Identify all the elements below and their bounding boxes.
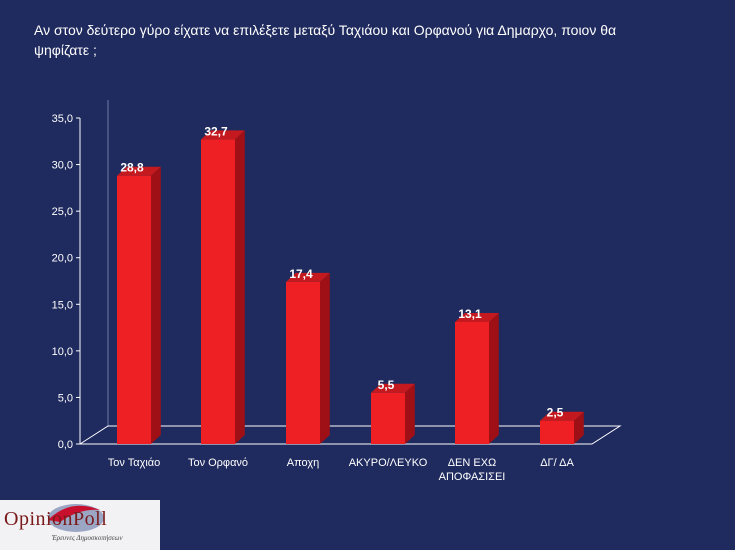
logo-swoosh-icon: [48, 504, 104, 532]
bar: [371, 392, 405, 444]
bar-chart: 0,0 5,0 10,0 15,0 20,0 25,0 30,0 35,0 28,8 Τον Τα…: [52, 100, 622, 483]
opinionpoll-logo: OpinionPoll Έρευνες Δημοσκοπήσεων: [0, 500, 160, 550]
bar: [286, 281, 320, 444]
bar-side: [320, 272, 330, 444]
bar-top: [201, 130, 245, 140]
x-tick-label: ΑΚΥΡΟ/ΛΕΥΚΟ: [349, 457, 428, 469]
bar-top: [286, 272, 330, 282]
y-tick-label: 30,0: [52, 160, 73, 172]
x-tick-label: ΔΕΝ ΕΧΩ: [448, 457, 497, 469]
x-tick-label: Τον Ταχιάο: [108, 457, 161, 469]
bar: [117, 175, 151, 444]
bar-top: [540, 411, 584, 421]
bar-side: [574, 411, 584, 444]
bar: [540, 420, 574, 444]
data-label: 2,5: [547, 406, 564, 420]
bar: [455, 321, 489, 444]
logo-tagline: Έρευνες Δημοσκοπήσεων: [52, 534, 123, 542]
data-label: 17,4: [289, 267, 313, 281]
data-label: 32,7: [204, 124, 228, 138]
chart-title: Αν στον δεύτερο γύρο είχατε να επιλέξετε…: [34, 22, 617, 58]
bar-top: [371, 383, 415, 393]
bar-side: [405, 383, 415, 444]
y-tick-label: 5,0: [58, 392, 73, 404]
y-tick-label: 15,0: [52, 299, 73, 311]
x-tick-label: ΑΠΟΦΑΣΙΣΕΙ: [439, 471, 506, 483]
bar-side: [235, 130, 245, 444]
x-tick-label: ΔΓ/ ΔΑ: [540, 457, 574, 469]
bar-top: [455, 312, 499, 322]
y-tick-label: 10,0: [52, 346, 73, 358]
x-tick-label: Αποχη: [287, 457, 319, 469]
y-tick-label: 0,0: [58, 439, 73, 451]
y-tick-label: 20,0: [52, 253, 73, 265]
x-tick-label: Τον Ορφανό: [188, 457, 248, 469]
y-tick-label: 25,0: [52, 206, 73, 218]
chart-floor: [78, 425, 622, 445]
bar-side: [489, 312, 499, 444]
logo-wordmark: OpinionPoll: [4, 508, 108, 530]
bar: [201, 139, 235, 444]
bar-side: [151, 166, 161, 444]
data-label: 5,5: [378, 378, 395, 392]
data-label: 28,8: [120, 161, 144, 175]
data-label: 13,1: [458, 307, 482, 321]
y-tick-label: 35,0: [52, 113, 73, 125]
bar-top: [117, 166, 161, 176]
